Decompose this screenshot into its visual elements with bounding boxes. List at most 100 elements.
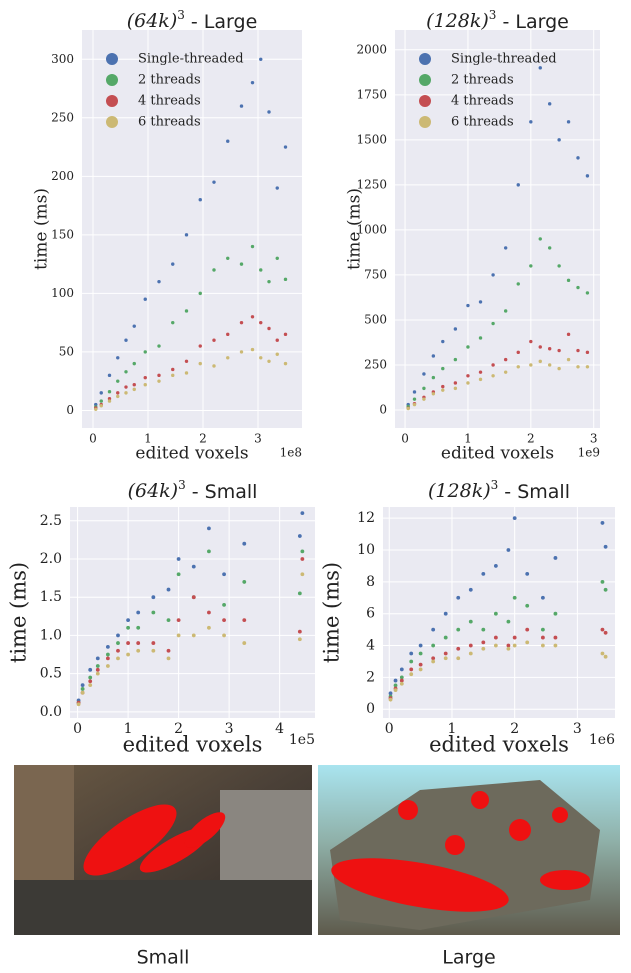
point bbox=[441, 366, 445, 371]
point bbox=[259, 268, 263, 272]
point bbox=[207, 549, 211, 554]
point bbox=[456, 627, 461, 632]
point bbox=[176, 557, 181, 561]
point bbox=[491, 273, 495, 277]
y-tick-label: 250 bbox=[364, 357, 387, 371]
x-offset: 1e5 bbox=[289, 732, 315, 748]
image-small bbox=[14, 765, 312, 935]
point bbox=[525, 627, 530, 632]
point bbox=[553, 635, 558, 640]
point bbox=[576, 156, 580, 160]
point bbox=[267, 359, 271, 363]
point bbox=[540, 627, 545, 632]
legend-marker bbox=[419, 95, 431, 107]
point bbox=[478, 336, 483, 340]
point bbox=[283, 332, 288, 337]
point bbox=[456, 656, 461, 661]
point bbox=[481, 571, 486, 576]
point bbox=[466, 345, 470, 349]
point bbox=[136, 625, 141, 630]
title-part: 3 bbox=[178, 478, 186, 492]
point bbox=[171, 373, 175, 378]
point bbox=[95, 664, 100, 668]
point bbox=[512, 643, 517, 648]
point bbox=[171, 320, 175, 325]
chart-title: (128k)3 - Small bbox=[428, 478, 570, 503]
point bbox=[300, 572, 305, 577]
point bbox=[143, 375, 147, 380]
point bbox=[184, 233, 189, 237]
y-tick-label: 250 bbox=[51, 110, 74, 124]
point bbox=[516, 365, 520, 369]
point bbox=[557, 366, 561, 371]
point bbox=[441, 339, 445, 344]
point bbox=[124, 385, 128, 389]
point bbox=[431, 643, 436, 648]
point bbox=[76, 702, 81, 707]
point bbox=[412, 397, 417, 401]
point bbox=[250, 80, 255, 85]
point bbox=[557, 264, 561, 268]
x-tick-label: 0 bbox=[385, 721, 394, 737]
point bbox=[603, 630, 608, 635]
y-tick-label: 2.0 bbox=[40, 551, 62, 567]
point bbox=[441, 384, 445, 389]
point bbox=[191, 564, 196, 569]
title-part: 3 bbox=[491, 478, 499, 492]
plot-area bbox=[395, 30, 600, 428]
point bbox=[600, 627, 605, 632]
point bbox=[239, 104, 244, 108]
legend-label: 2 threads bbox=[138, 73, 201, 88]
point bbox=[151, 610, 156, 615]
point bbox=[198, 344, 202, 348]
point bbox=[506, 548, 511, 552]
point bbox=[547, 246, 552, 250]
legend-marker bbox=[419, 53, 431, 65]
point bbox=[466, 381, 470, 385]
point bbox=[431, 375, 436, 380]
y-tick-label: 100 bbox=[51, 286, 74, 300]
point bbox=[198, 361, 202, 366]
x-tick-label: 3 bbox=[590, 432, 598, 446]
point bbox=[468, 643, 473, 648]
image-large bbox=[318, 765, 620, 935]
point bbox=[250, 244, 255, 249]
point bbox=[198, 291, 202, 296]
x-axis-label: edited voxels bbox=[123, 733, 263, 757]
point bbox=[409, 651, 414, 656]
point bbox=[566, 278, 571, 283]
y-axis-label: time (ms) bbox=[345, 188, 365, 270]
point bbox=[412, 402, 417, 407]
point bbox=[283, 361, 288, 366]
point bbox=[222, 618, 226, 623]
point bbox=[516, 350, 520, 355]
plot-area bbox=[383, 507, 615, 718]
point bbox=[176, 572, 181, 577]
point bbox=[132, 324, 136, 328]
point bbox=[95, 671, 100, 676]
point bbox=[557, 348, 561, 353]
point bbox=[242, 541, 247, 546]
point bbox=[212, 338, 216, 342]
point bbox=[212, 268, 216, 272]
y-tick-label: 0 bbox=[66, 403, 74, 417]
point bbox=[409, 667, 414, 672]
chart-title: (128k)3 - Large bbox=[426, 8, 569, 33]
point bbox=[478, 377, 483, 382]
point bbox=[300, 549, 305, 554]
x-tick-label: 2 bbox=[527, 432, 535, 446]
point bbox=[166, 618, 171, 623]
y-tick-label: 2 bbox=[366, 669, 375, 685]
point bbox=[105, 652, 110, 657]
point bbox=[512, 595, 517, 600]
point bbox=[94, 407, 98, 411]
point bbox=[184, 371, 189, 375]
x-axis-label: edited voxels bbox=[429, 733, 569, 757]
x-tick-label: 4 bbox=[275, 721, 284, 737]
point bbox=[80, 690, 85, 695]
point bbox=[88, 667, 93, 672]
point bbox=[267, 326, 271, 331]
point bbox=[116, 656, 120, 661]
point bbox=[431, 659, 436, 664]
point bbox=[116, 394, 120, 399]
